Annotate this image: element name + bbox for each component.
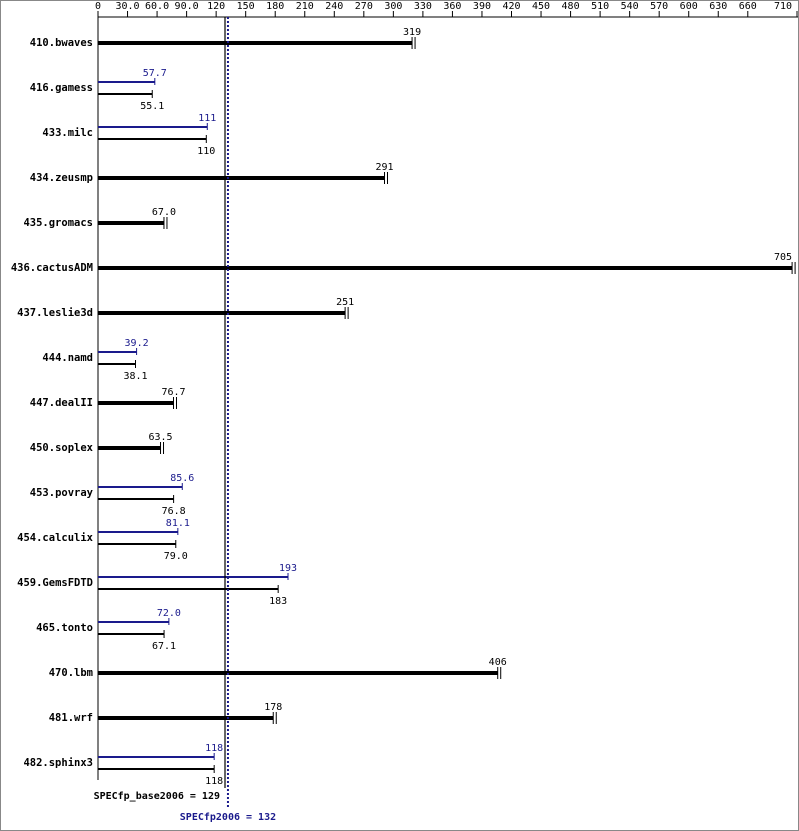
- x-tick-label: 600: [680, 1, 698, 12]
- bar: [98, 716, 274, 720]
- category-label cat: 435.gromacs: [23, 217, 93, 229]
- bar-peak: [98, 756, 215, 758]
- bar: [98, 176, 385, 180]
- bar-peak: [98, 81, 155, 83]
- value-label: 178: [264, 702, 282, 713]
- bar-peak: [98, 486, 183, 488]
- value-label: 319: [403, 27, 421, 38]
- category-label cat: 437.leslie3d: [17, 307, 93, 319]
- value-label: 251: [336, 297, 354, 308]
- value-label: 67.1: [152, 641, 176, 652]
- value-label: 63.5: [148, 432, 172, 443]
- bar: [98, 41, 413, 45]
- x-tick-label: 30.0: [115, 1, 139, 12]
- bar-base: [98, 588, 279, 590]
- category-label cat: 433.milc: [42, 127, 93, 139]
- bar: [98, 671, 498, 675]
- bar: [98, 311, 346, 315]
- value-label: 55.1: [140, 101, 164, 112]
- x-tick-label: 450: [532, 1, 550, 12]
- x-tick-label: 630: [709, 1, 727, 12]
- category-label cat: 444.namd: [42, 352, 93, 364]
- x-tick-label: 540: [621, 1, 639, 12]
- value-label: 57.7: [143, 68, 167, 79]
- bar: [98, 221, 164, 225]
- x-tick-label: 270: [355, 1, 373, 12]
- category-label cat: 416.gamess: [30, 82, 93, 94]
- bar-base: [98, 93, 153, 95]
- category-label cat: 434.zeusmp: [30, 172, 93, 184]
- bar-peak: [98, 621, 169, 623]
- bar-peak: [98, 576, 289, 578]
- x-tick-label: 660: [739, 1, 757, 12]
- bar-base: [98, 498, 174, 500]
- value-label: 39.2: [125, 338, 149, 349]
- value-label: 76.7: [161, 387, 185, 398]
- category-label cat: 482.sphinx3: [23, 757, 93, 769]
- value-label: 193: [279, 563, 297, 574]
- x-tick-label: 0: [95, 1, 101, 12]
- value-label: 110: [197, 146, 215, 157]
- x-tick-label: 240: [325, 1, 343, 12]
- x-tick-label: 300: [384, 1, 402, 12]
- x-tick-label: 330: [414, 1, 432, 12]
- value-label: 67.0: [152, 207, 176, 218]
- value-label: 79.0: [164, 551, 188, 562]
- bar-base: [98, 138, 207, 140]
- value-label: 118: [205, 776, 223, 787]
- category-label cat: 454.calculix: [17, 532, 94, 544]
- value-label: 111: [198, 113, 216, 124]
- value-label: 38.1: [123, 371, 147, 382]
- category-label cat: 470.lbm: [49, 667, 93, 679]
- value-label: 291: [375, 162, 393, 173]
- x-tick-label: 480: [562, 1, 580, 12]
- x-tick-label: 360: [443, 1, 461, 12]
- value-label: 85.6: [170, 473, 194, 484]
- x-tick-label: 120: [207, 1, 225, 12]
- value-label: 183: [269, 596, 287, 607]
- x-tick-label: 710: [774, 1, 792, 12]
- value-label: 81.1: [166, 518, 190, 529]
- x-tick-label: 60.0: [145, 1, 169, 12]
- category-label cat: 459.GemsFDTD: [17, 577, 93, 589]
- bar-peak: [98, 351, 137, 353]
- value-label: 118: [205, 743, 223, 754]
- x-tick-label: 180: [266, 1, 284, 12]
- x-tick-label: 210: [296, 1, 314, 12]
- reference-label: SPECfp_base2006 = 129: [94, 791, 220, 802]
- value-label: 705: [774, 252, 792, 263]
- value-label: 76.8: [162, 506, 186, 517]
- bar-base: [98, 543, 176, 545]
- x-tick-label: 390: [473, 1, 491, 12]
- x-tick-label: 510: [591, 1, 609, 12]
- value-label: 406: [489, 657, 507, 668]
- category-label cat: 481.wrf: [49, 712, 93, 724]
- bar: [98, 266, 793, 270]
- category-label cat: 436.cactusADM: [11, 262, 93, 274]
- bar-base: [98, 633, 165, 635]
- reference-label: SPECfp2006 = 132: [180, 812, 276, 823]
- category-label cat: 447.dealII: [30, 397, 93, 409]
- bar: [98, 401, 174, 405]
- x-tick-label: 570: [650, 1, 668, 12]
- bar-base: [98, 768, 215, 770]
- x-tick-label: 90.0: [175, 1, 199, 12]
- bar-base: [98, 363, 136, 365]
- category-label cat: 453.povray: [30, 487, 94, 499]
- category-label cat: 450.soplex: [30, 442, 94, 454]
- category-label cat: 465.tonto: [36, 622, 93, 634]
- x-tick-label: 150: [237, 1, 255, 12]
- bar: [98, 446, 161, 450]
- bar-peak: [98, 531, 178, 533]
- bar-peak: [98, 126, 208, 128]
- value-label: 72.0: [157, 608, 181, 619]
- category-label cat: 410.bwaves: [30, 37, 93, 49]
- x-tick-label: 420: [502, 1, 520, 12]
